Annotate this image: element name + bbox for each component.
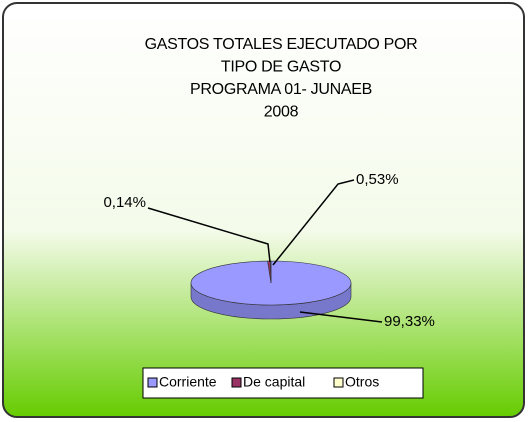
leader-line	[272, 179, 355, 266]
chart-title: 2008	[264, 104, 299, 121]
legend-box	[142, 367, 424, 399]
leader-line	[147, 207, 271, 263]
title: GASTOS TOTALES EJECUTADO POR TIPO DE GAST…	[145, 36, 418, 121]
chart-title: GASTOS TOTALES EJECUTADO POR	[145, 36, 418, 53]
data-label: 99,33%	[384, 313, 435, 330]
chart-title: PROGRAMA 01- JUNAEB	[190, 81, 372, 98]
data-label: 0,14%	[103, 194, 146, 211]
leader-line	[299, 311, 383, 323]
chart-title: TIPO DE GASTO	[221, 59, 341, 76]
data-label: 0,53%	[356, 171, 399, 188]
legend-swatch	[147, 377, 158, 388]
legend-label: De capital	[243, 374, 305, 390]
legend-label: Corriente	[159, 374, 217, 390]
legend-label: Otros	[345, 374, 379, 390]
pie: 99,33% 0,53% 0,14%	[103, 171, 434, 330]
chart-background	[2, 2, 525, 418]
legend-swatch	[333, 377, 344, 388]
legend-swatch	[231, 377, 242, 388]
legend: Corriente De capital Otros	[147, 374, 379, 390]
